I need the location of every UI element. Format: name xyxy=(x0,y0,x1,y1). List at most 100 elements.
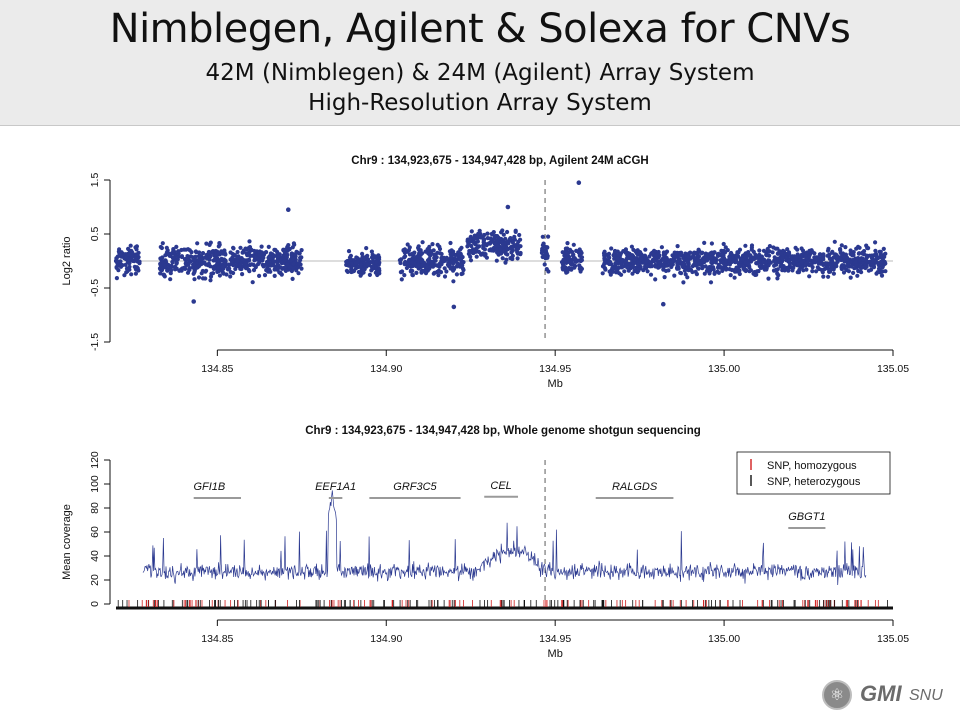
chart1-point xyxy=(216,251,221,256)
chart1-point xyxy=(797,254,803,259)
chart1-point xyxy=(755,261,760,266)
chart1-point xyxy=(168,271,173,276)
chart1-point xyxy=(773,260,778,265)
chart2-x-tick-label: 134.90 xyxy=(370,633,402,645)
chart1-point xyxy=(509,246,514,251)
chart1-point xyxy=(563,260,568,265)
chart1-point xyxy=(879,273,885,278)
chart1-point xyxy=(296,261,301,266)
chart1-point xyxy=(474,247,479,252)
chart1-point xyxy=(775,276,780,281)
chart1-point xyxy=(240,272,245,277)
chart1-point xyxy=(606,251,612,256)
chart1-point xyxy=(209,271,214,276)
chart1-point xyxy=(732,269,738,274)
chart1-point xyxy=(675,244,680,249)
chart1-point xyxy=(238,266,243,271)
chart1-point xyxy=(281,248,286,253)
chart1-point xyxy=(512,234,517,239)
chart1-point xyxy=(459,245,464,250)
chart2-y-tick-label: 40 xyxy=(89,550,101,562)
chart1-point xyxy=(709,255,714,261)
chart1-point xyxy=(749,243,755,248)
chart1-point xyxy=(272,273,277,278)
chart1-point xyxy=(843,245,848,250)
chart1-point xyxy=(544,267,549,272)
chart1-point xyxy=(353,260,359,266)
chart1-point xyxy=(648,272,654,277)
chart1-point xyxy=(228,274,233,279)
chart1-point xyxy=(813,256,818,261)
chart1-point xyxy=(416,263,421,268)
chart1-point xyxy=(513,228,518,233)
chart1-point xyxy=(664,263,669,268)
chart1-point xyxy=(858,269,863,274)
chart1-point xyxy=(478,235,483,240)
chart1-point xyxy=(881,246,886,251)
chart1-point xyxy=(402,262,407,267)
chart1-point xyxy=(481,252,486,257)
chart1-point xyxy=(576,250,582,255)
chart1-point xyxy=(361,270,366,275)
chart1-point xyxy=(128,243,133,248)
chart1-point xyxy=(181,265,186,271)
chart1-point xyxy=(118,263,123,268)
chart1-point xyxy=(853,259,859,264)
chart1-point xyxy=(702,271,707,276)
chart1-point xyxy=(442,266,447,271)
chart1-point xyxy=(544,251,549,256)
chart1-point xyxy=(860,251,865,256)
chart1-point xyxy=(734,265,739,270)
chart1-point xyxy=(518,252,523,257)
chart1-point xyxy=(406,258,412,263)
chart1-point xyxy=(365,262,370,267)
chart1-point xyxy=(191,299,196,304)
chart1-point xyxy=(688,267,694,272)
chart1-point xyxy=(572,265,577,270)
chart1-point xyxy=(600,271,605,276)
chart1-point xyxy=(764,253,769,258)
chart1-point xyxy=(543,244,548,249)
chart1-point xyxy=(695,257,700,262)
chart1-point xyxy=(834,264,839,269)
chart1-point xyxy=(243,261,248,266)
chart1-point xyxy=(774,268,779,273)
chart1-point xyxy=(635,252,641,257)
chart1-point xyxy=(410,251,415,256)
chart1-point xyxy=(196,275,202,280)
chart1-point xyxy=(208,254,213,259)
chart1-point xyxy=(164,245,169,250)
chart1-point xyxy=(373,254,378,259)
chart1-point xyxy=(419,258,424,264)
chart1-y-label: Log2 ratio xyxy=(61,237,73,286)
chart1-point xyxy=(844,267,849,273)
chart1-point xyxy=(133,271,138,276)
chart1-point xyxy=(466,241,471,246)
chart1-point xyxy=(697,261,702,266)
chart1-point xyxy=(542,262,547,267)
chart1-point xyxy=(728,273,733,278)
gene-label: GFI1B xyxy=(193,481,225,493)
chart1-point xyxy=(354,255,359,260)
chart1-point xyxy=(159,245,164,251)
chart1-point xyxy=(700,266,705,271)
chart1-point xyxy=(754,272,759,277)
chart1-point xyxy=(460,266,466,271)
chart1-point xyxy=(353,266,359,271)
chart1-point xyxy=(877,267,882,272)
chart1-point xyxy=(509,250,514,255)
chart1-point xyxy=(776,273,781,278)
chart1-point xyxy=(569,259,574,264)
chart1-point xyxy=(839,266,844,272)
chart1-point xyxy=(766,263,771,268)
chart1-point xyxy=(573,257,578,262)
chart1-point xyxy=(360,251,365,256)
chart1-point xyxy=(356,269,361,275)
chart1-point xyxy=(638,264,643,270)
chart1-point xyxy=(358,273,363,278)
chart1-point xyxy=(364,246,369,251)
chart1-point xyxy=(429,259,434,265)
chart1-point xyxy=(207,242,212,247)
chart1-point xyxy=(855,273,860,278)
chart1-point xyxy=(501,232,506,237)
